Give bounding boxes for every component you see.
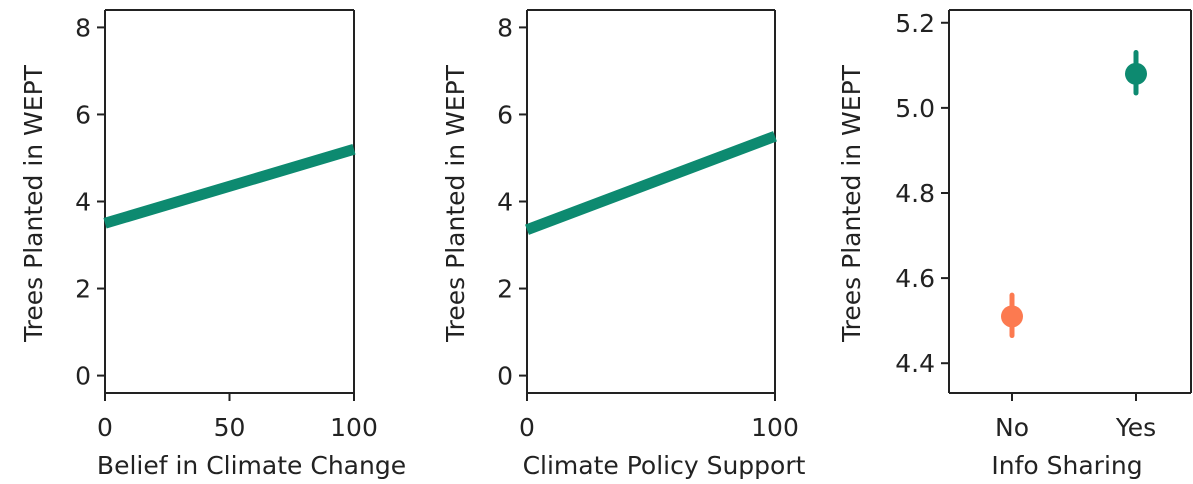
y-tick-label: 5.0 [895,94,935,123]
regression-line [525,131,777,235]
y-tick-label: 4 [497,188,513,217]
x-tick-label: 0 [97,413,113,442]
y-tick-label: 8 [497,13,513,42]
x-axis-label: Belief in Climate Change [97,451,406,480]
x-tick-label: Yes [1115,413,1156,442]
x-tick-label: 100 [751,413,799,442]
y-tick-label: 4 [75,188,91,217]
mean-point [1125,62,1147,85]
y-axis-label: Trees Planted in WEPT [837,64,866,343]
y-tick-label: 2 [497,275,513,304]
panel-belief-in-climate-change: 0 2 4 6 8 0 50 100 Belief in Climate Change Tre… [19,9,406,480]
mean-point [1001,305,1023,328]
y-tick-label: 4.4 [895,349,935,378]
y-tick-label: 4.6 [895,264,935,293]
panel-info-sharing: 4.4 4.6 4.8 5.0 5.2 No Yes Info Sharing Trees … [837,9,1192,480]
y-tick-label: 0 [497,362,513,391]
y-tick-label: 5.2 [895,9,935,38]
x-tick-label: No [995,413,1029,442]
x-tick-label: 50 [214,413,246,442]
x-axis-label: Info Sharing [991,451,1142,480]
plot-marks: 0 2 4 6 8 0 50 100 [75,9,378,442]
regression-line [103,144,356,229]
y-tick-label: 4.8 [895,179,935,208]
plot-marks: 4.4 4.6 4.8 5.0 5.2 No Yes [895,9,1192,442]
x-tick-label: 100 [330,413,378,442]
y-tick-label: 2 [75,275,91,304]
y-tick-label: 8 [75,13,91,42]
y-tick-label: 0 [75,362,91,391]
y-axis-label: Trees Planted in WEPT [441,64,470,343]
x-tick-label: 0 [519,413,535,442]
x-axis-label: Climate Policy Support [523,451,806,480]
y-tick-label: 6 [75,100,91,129]
plot-marks: 0 2 4 6 8 0 100 [497,9,799,442]
y-tick-label: 6 [497,100,513,129]
panel-climate-policy-support: 0 2 4 6 8 0 100 Climate Policy Support Trees P… [441,9,806,480]
y-axis-label: Trees Planted in WEPT [19,64,48,343]
